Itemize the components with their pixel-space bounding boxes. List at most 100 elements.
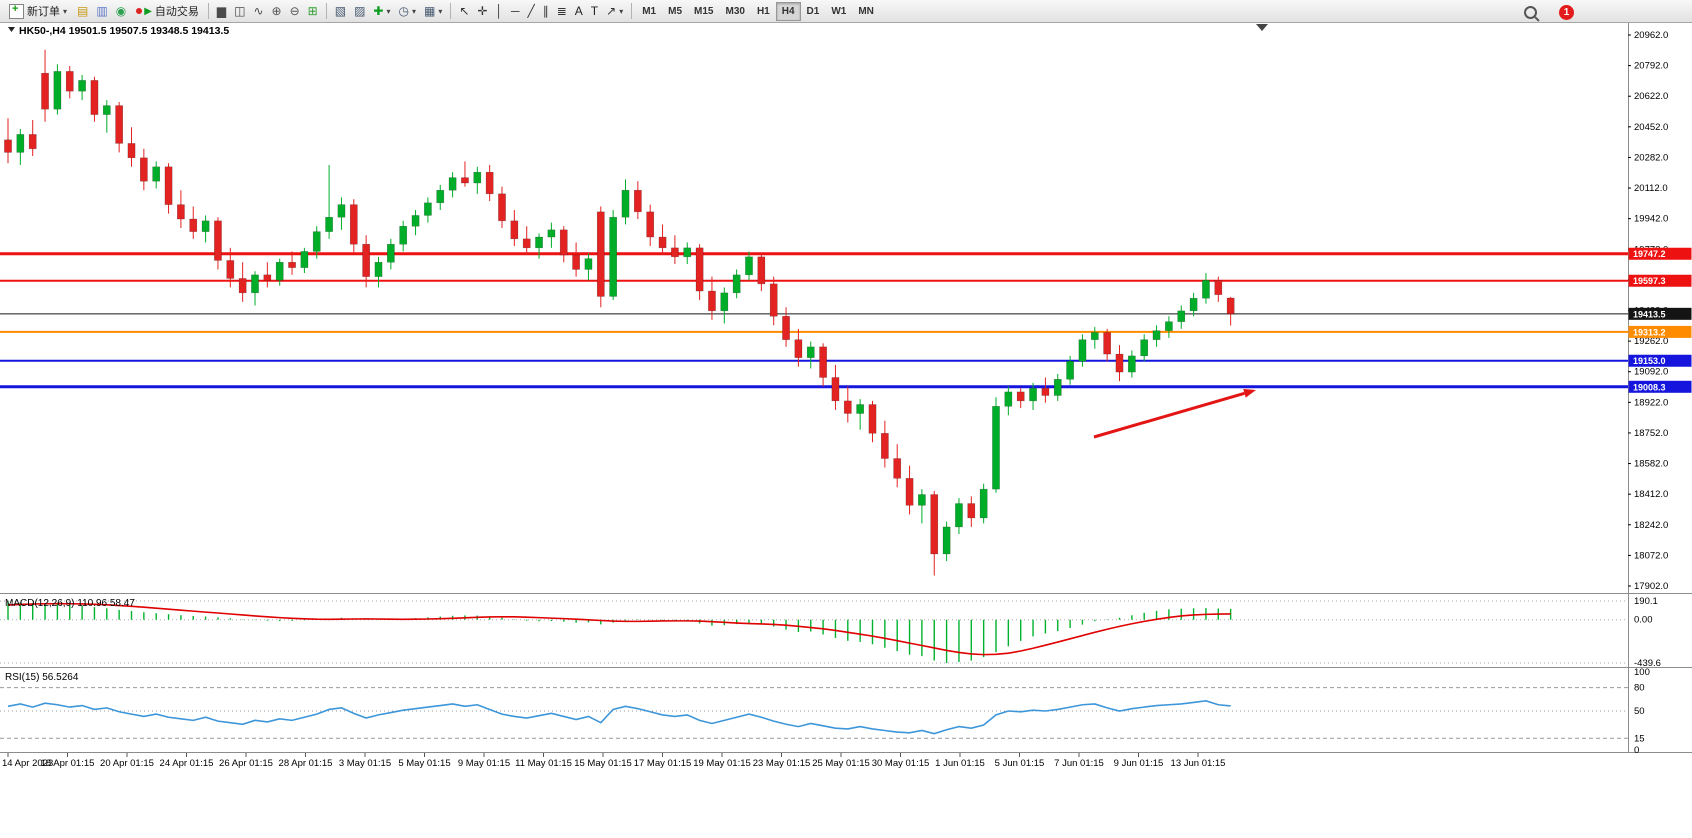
caret-down-icon: ▾ — [386, 6, 391, 16]
svg-text:0.00: 0.00 — [1634, 615, 1653, 626]
timeframe-w1-button[interactable]: W1 — [825, 2, 852, 21]
search-button[interactable] — [1520, 3, 1541, 22]
text-tool-icon: A — [574, 4, 583, 18]
svg-text:17902.0: 17902.0 — [1634, 581, 1668, 592]
toolbar: + 新订单 ▾ ▤ ▥ ◉ ▶ 自动交易 ▆ ◫ ∿ ⊕ ⊖ ⊞ ▧ ▨ ✚ ▾ ◷ ▾ ▦ ▾ ↖ ✛ │ ─ ╱… — [0, 0, 1692, 23]
svg-text:19313.2: 19313.2 — [1633, 327, 1666, 337]
fibonacci-tool-button[interactable]: ≣ — [553, 2, 571, 21]
svg-text:19 May 01:15: 19 May 01:15 — [693, 758, 751, 769]
candlestick-chart-button[interactable]: ◫ — [230, 2, 249, 21]
zoom-in-button[interactable]: ⊕ — [268, 2, 286, 21]
templates-button[interactable]: ▦ ▾ — [420, 2, 446, 21]
market-watch-icon: ▤ — [77, 4, 89, 18]
svg-text:3 May 01:15: 3 May 01:15 — [339, 758, 391, 769]
timeframe-m5-button[interactable]: M5 — [662, 2, 688, 21]
trend-arrow-annotation[interactable] — [1093, 389, 1256, 439]
timeframe-d1-button[interactable]: D1 — [801, 2, 826, 21]
periods-button[interactable]: ◷ ▾ — [394, 2, 420, 21]
timeframe-mn-button[interactable]: MN — [852, 2, 880, 21]
chart-profiles-button[interactable]: ▨ — [350, 2, 369, 21]
svg-text:20282.0: 20282.0 — [1634, 152, 1668, 163]
zoom-out-button[interactable]: ⊖ — [286, 2, 304, 21]
price-axis[interactable]: 20962.0 20792.0 20622.0 20452.0 20282.0 20112… — [1628, 30, 1668, 592]
notification-badge[interactable]: 1 — [1559, 5, 1574, 20]
svg-text:25 May 01:15: 25 May 01:15 — [812, 758, 870, 769]
caret-down-icon: ▾ — [438, 6, 443, 16]
svg-text:5 May 01:15: 5 May 01:15 — [398, 758, 450, 769]
svg-text:13 Jun 01:15: 13 Jun 01:15 — [1171, 758, 1226, 769]
timeframe-h4-button[interactable]: H4 — [775, 1, 801, 21]
price-axis-badges: 19747.2 19597.3 19413.5 19313.2 19153.0 19008… — [1628, 247, 1692, 393]
svg-text:20452.0: 20452.0 — [1634, 122, 1668, 133]
horizontal-line-tool-button[interactable]: ─ — [507, 2, 524, 21]
arrows-tool-icon: ↗ — [606, 4, 617, 18]
timeframe-m30-button[interactable]: M30 — [719, 2, 750, 21]
toolbar-separator — [631, 3, 633, 19]
svg-text:19413.5: 19413.5 — [1633, 309, 1666, 319]
chart-profiles-icon: ▨ — [354, 4, 366, 18]
svg-text:15 May 01:15: 15 May 01:15 — [574, 758, 632, 769]
timeframe-m15-button[interactable]: M15 — [688, 2, 719, 21]
vertical-line-tool-icon: │ — [495, 4, 503, 18]
svg-text:17 May 01:15: 17 May 01:15 — [634, 758, 692, 769]
svg-text:20 Apr 01:15: 20 Apr 01:15 — [100, 758, 154, 769]
label-tool-button[interactable]: T — [587, 2, 602, 21]
timeframe-h1-button[interactable]: H1 — [751, 2, 776, 21]
bar-chart-button[interactable]: ▆ — [213, 2, 230, 21]
svg-text:30 May 01:15: 30 May 01:15 — [872, 758, 930, 769]
tile-windows-icon: ⊞ — [307, 4, 318, 18]
svg-text:23 May 01:15: 23 May 01:15 — [753, 758, 811, 769]
navigator-button[interactable]: ◉ — [112, 2, 130, 21]
svg-text:18922.0: 18922.0 — [1634, 397, 1668, 408]
symbol-collapse-icon[interactable] — [8, 27, 15, 32]
indicators-add-button[interactable]: ✚ ▾ — [369, 2, 394, 21]
new-order-icon: + — [9, 3, 24, 19]
data-window-button[interactable]: ▥ — [92, 2, 111, 21]
svg-text:11 May 01:15: 11 May 01:15 — [515, 758, 572, 769]
cursor-tool-button[interactable]: ↖ — [455, 2, 473, 21]
channel-tool-button[interactable]: ∥ — [539, 2, 553, 21]
svg-text:20792.0: 20792.0 — [1634, 61, 1668, 72]
vertical-line-tool-button[interactable]: │ — [491, 2, 507, 21]
macd-label: MACD(12,26,9) 110.96 58.47 — [5, 598, 135, 609]
toolbar-separator — [325, 3, 327, 19]
svg-text:18242.0: 18242.0 — [1634, 520, 1668, 531]
market-watch-button[interactable]: ▤ — [73, 2, 92, 21]
chart-shift-marker[interactable] — [1256, 24, 1268, 31]
horizontal-line-tool-icon: ─ — [510, 4, 520, 18]
crosshair-tool-icon: ✛ — [477, 4, 488, 18]
toolbar-separator — [207, 3, 209, 19]
text-tool-button[interactable]: A — [571, 2, 587, 21]
tile-windows-button[interactable]: ⊞ — [304, 2, 322, 21]
fibonacci-tool-icon: ≣ — [556, 4, 567, 18]
svg-text:190.1: 190.1 — [1634, 596, 1658, 607]
new-order-button[interactable]: + 新订单 ▾ — [4, 2, 72, 21]
svg-text:80: 80 — [1634, 683, 1645, 694]
svg-text:20962.0: 20962.0 — [1634, 30, 1668, 41]
crosshair-tool-button[interactable]: ✛ — [473, 2, 491, 21]
trendline-tool-button[interactable]: ╱ — [523, 2, 538, 21]
svg-text:24 Apr 01:15: 24 Apr 01:15 — [160, 758, 214, 769]
auto-trading-button[interactable]: ▶ 自动交易 — [131, 2, 204, 21]
candles-layer — [4, 49, 1235, 576]
arrows-tool-button[interactable]: ↗ ▾ — [602, 2, 627, 21]
svg-text:5 Jun 01:15: 5 Jun 01:15 — [995, 758, 1045, 769]
svg-text:19747.2: 19747.2 — [1633, 249, 1666, 259]
new-chart-button[interactable]: ▧ — [331, 2, 350, 21]
macd-panel[interactable]: 190.1 0.00 -439.6 — [0, 596, 1661, 669]
auto-trading-icon: ▶ — [144, 5, 152, 17]
svg-text:19008.3: 19008.3 — [1633, 382, 1666, 392]
svg-text:7 Jun 01:15: 7 Jun 01:15 — [1054, 758, 1104, 769]
new-chart-icon: ▧ — [334, 4, 347, 18]
auto-trading-status-icon — [136, 8, 143, 14]
svg-text:-439.6: -439.6 — [1634, 658, 1661, 669]
svg-text:19092.0: 19092.0 — [1634, 367, 1668, 378]
line-chart-button[interactable]: ∿ — [249, 2, 267, 21]
timeframe-m1-button[interactable]: M1 — [636, 2, 662, 21]
rsi-panel[interactable]: 100 80 50 150 — [0, 667, 1650, 756]
caret-down-icon: ▾ — [411, 6, 416, 16]
horizontal-lines-layer[interactable] — [0, 252, 1628, 389]
